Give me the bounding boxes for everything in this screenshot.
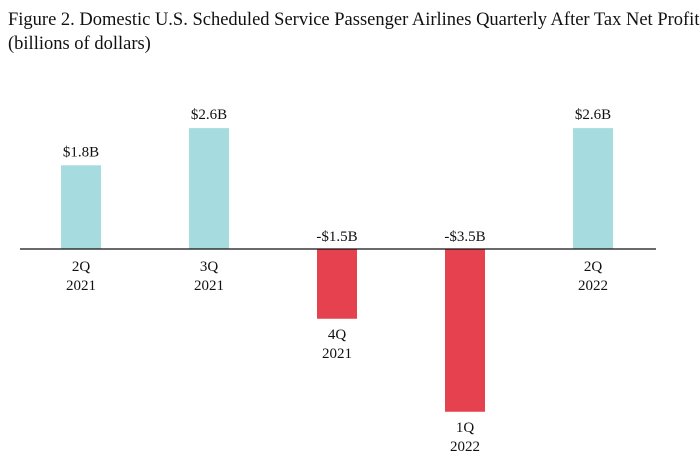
x-tick-label: 4Q <box>328 327 347 343</box>
data-label: $2.6B <box>575 107 611 123</box>
x-tick-label-year: 2021 <box>322 346 352 362</box>
bar[interactable] <box>61 165 101 249</box>
bar[interactable] <box>189 128 229 249</box>
chart-subtitle: (billions of dollars) <box>8 34 151 54</box>
x-tick-label: 3Q <box>200 259 219 275</box>
x-tick-label-year: 2022 <box>578 278 608 294</box>
bar[interactable] <box>573 128 613 249</box>
x-tick-label-year: 2021 <box>194 278 224 294</box>
data-label: -$1.5B <box>316 229 357 245</box>
data-label: -$3.5B <box>444 229 485 245</box>
bar[interactable] <box>317 249 357 319</box>
x-tick-label-year: 2021 <box>66 278 96 294</box>
bar[interactable] <box>445 249 485 412</box>
x-tick-label-year: 2022 <box>450 439 480 455</box>
data-label: $2.6B <box>191 107 227 123</box>
data-label: $1.8B <box>63 144 99 160</box>
chart-title-block: Figure 2. Domestic U.S. Scheduled Servic… <box>8 8 700 56</box>
x-tick-label: 1Q <box>456 420 475 436</box>
x-tick-label: 2Q <box>72 259 91 275</box>
chart-title: Figure 2. Domestic U.S. Scheduled Servic… <box>8 10 700 30</box>
x-tick-label: 2Q <box>584 259 603 275</box>
